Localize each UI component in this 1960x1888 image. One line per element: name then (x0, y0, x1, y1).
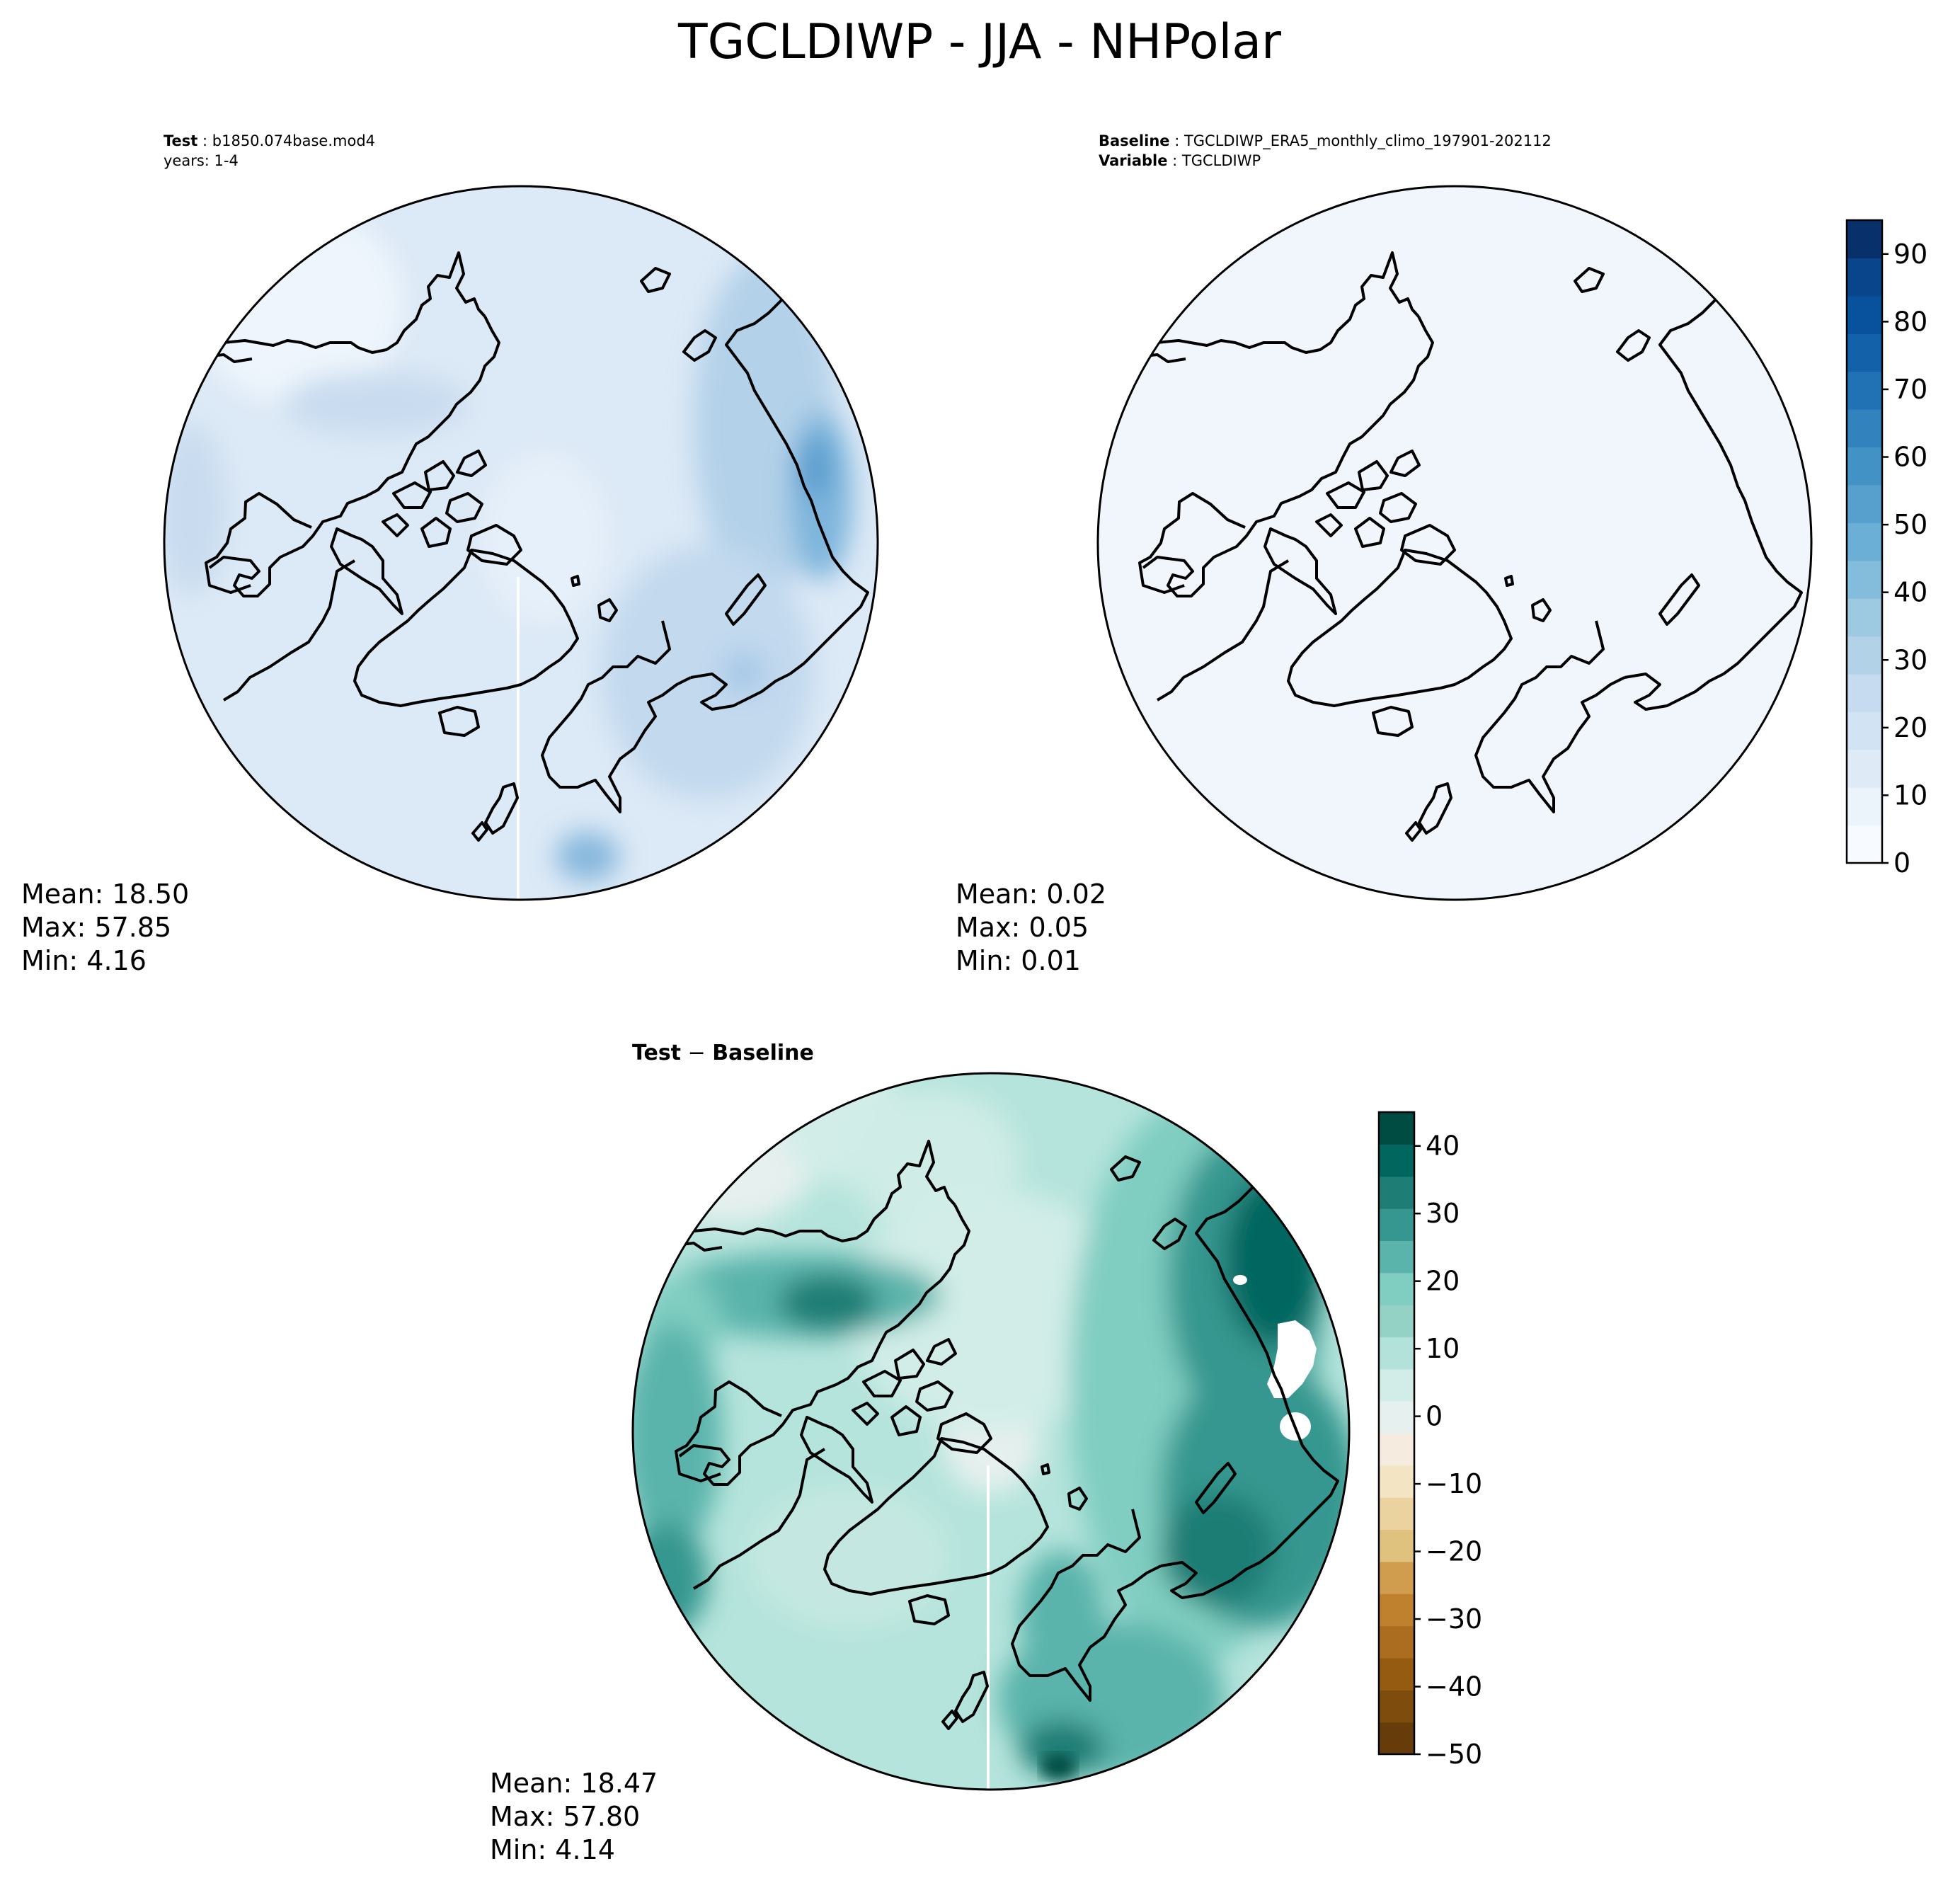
diff-max: Max: 57.80 (490, 1801, 640, 1832)
colorbar-band (1847, 371, 1882, 410)
colorbar-band (1379, 1529, 1414, 1562)
colorbar-tick-label: −30 (1426, 1603, 1482, 1635)
diff-panel: Test − Baseline (490, 1041, 1351, 1865)
colorbar-frame (1377, 1111, 1416, 1756)
baseline-min: Min: 0.01 (956, 945, 1081, 976)
diff-min: Min: 4.14 (490, 1834, 615, 1865)
figure-title: TGCLDIWP - JJA - NHPolar (677, 14, 1281, 70)
colorbar-tick-label: 90 (1893, 239, 1927, 270)
colorbar-band (1379, 1144, 1414, 1177)
colorbar-band (1847, 295, 1882, 334)
baseline-panel: Baseline : TGCLDIWP_ERA5_monthly_climo_1… (956, 132, 1813, 976)
baseline-max: Max: 0.05 (956, 912, 1089, 943)
colorbar-frame (1845, 219, 1884, 864)
colorbar-tick-label: −50 (1426, 1739, 1482, 1770)
diff-title-right: Baseline (712, 1041, 814, 1065)
test-panel: Test : b1850.074base.mod4 years: 1-4 Mea… (21, 132, 879, 976)
colorbar-band (1379, 1368, 1414, 1402)
colorbar-band (1379, 1305, 1414, 1338)
baseline-header-value: TGCLDIWP_ERA5_monthly_climo_197901-20211… (1184, 132, 1552, 150)
colorbar-band (1847, 711, 1882, 750)
colorbar-tick-label: 60 (1893, 442, 1927, 473)
colorbar-tick-label: 40 (1426, 1131, 1460, 1162)
colorbar-tick-label: 10 (1893, 779, 1927, 811)
colorbar-band (1847, 258, 1882, 297)
colorbar-band (1379, 1657, 1414, 1690)
colorbar-band (1379, 1561, 1414, 1594)
baseline-map (1098, 186, 1811, 900)
colorbar-band (1379, 1594, 1414, 1627)
baseline-header-key: Baseline (1099, 132, 1170, 149)
colorbar-band (1847, 484, 1882, 523)
colorbar-band (1379, 1176, 1414, 1209)
colorbar-band (1847, 220, 1882, 259)
colorbar-band (1847, 409, 1882, 448)
test-header-value: b1850.074base.mod4 (212, 132, 375, 149)
colorbar-band (1847, 673, 1882, 712)
test-map-boundary (163, 185, 879, 901)
colorbar-band (1379, 1433, 1414, 1466)
diff-mean: Mean: 18.47 (490, 1768, 658, 1799)
colorbar-tick-label: −20 (1426, 1536, 1482, 1567)
colorbar-tick-label: 30 (1426, 1198, 1460, 1229)
colorbar-band (1379, 1497, 1414, 1531)
colorbar-band (1379, 1690, 1414, 1723)
colorbar-tick-label: 0 (1426, 1401, 1443, 1432)
colorbar-tick-label: 30 (1893, 644, 1927, 675)
colorbar-band (1379, 1401, 1414, 1434)
colorbar-tick-label: 40 (1893, 577, 1927, 608)
test-min: Min: 4.16 (21, 945, 147, 976)
colorbar-tick-label: 70 (1893, 374, 1927, 405)
colorbar-tick-label: 10 (1426, 1333, 1460, 1364)
diff-title: Test − Baseline (632, 1041, 814, 1065)
baseline-variable-key: Variable (1099, 152, 1167, 169)
colorbar-band (1847, 598, 1882, 637)
colorbar-upper: 0 10 20 30 40 50 60 70 80 90 (1845, 219, 1927, 879)
test-header-key: Test (164, 132, 197, 149)
colorbar-band (1847, 560, 1882, 599)
baseline-header: Baseline : TGCLDIWP_ERA5_monthly_climo_1… (1099, 132, 1552, 150)
diff-title-op: − (681, 1041, 712, 1065)
test-map (164, 186, 878, 900)
test-max: Max: 57.85 (21, 912, 171, 943)
colorbar-diff: −50 −40 −30 −20 −10 0 10 20 30 40 (1377, 1111, 1482, 1770)
colorbar-band (1379, 1722, 1414, 1755)
colorbar-band (1847, 447, 1882, 486)
diff-title-left: Test (632, 1041, 681, 1065)
baseline-variable: Variable : TGCLDIWP (1099, 152, 1261, 169)
colorbar-tick-label: −10 (1426, 1468, 1482, 1499)
colorbar-band (1379, 1272, 1414, 1305)
colorbar-tick-label: 20 (1893, 712, 1927, 743)
colorbar-tick-label: 50 (1893, 509, 1927, 540)
test-mean: Mean: 18.50 (21, 879, 189, 910)
colorbar-tick-label: 80 (1893, 306, 1927, 337)
colorbar-band (1379, 1112, 1414, 1145)
test-header-years: years: 1-4 (164, 152, 239, 169)
test-header: Test : b1850.074base.mod4 (164, 132, 375, 149)
baseline-mean: Mean: 0.02 (956, 879, 1106, 910)
colorbar-band (1379, 1337, 1414, 1370)
colorbar-band (1379, 1625, 1414, 1659)
colorbar-band (1847, 787, 1882, 826)
diff-map-boundary (631, 1072, 1351, 1791)
colorbar-band (1379, 1465, 1414, 1498)
colorbar-band (1847, 522, 1882, 561)
colorbar-tick-label: −40 (1426, 1671, 1482, 1703)
colorbar-band (1847, 333, 1882, 372)
colorbar-tick-label: 0 (1893, 847, 1910, 879)
colorbar-band (1847, 825, 1882, 864)
colorbar-band (1847, 749, 1882, 788)
colorbar-band (1847, 636, 1882, 675)
baseline-map-boundary (1096, 185, 1813, 901)
diff-map (633, 1073, 1349, 1790)
colorbar-tick-label: 20 (1426, 1266, 1460, 1297)
baseline-variable-value: TGCLDIWP (1181, 152, 1261, 169)
colorbar-band (1379, 1240, 1414, 1274)
colorbar-band (1379, 1208, 1414, 1241)
